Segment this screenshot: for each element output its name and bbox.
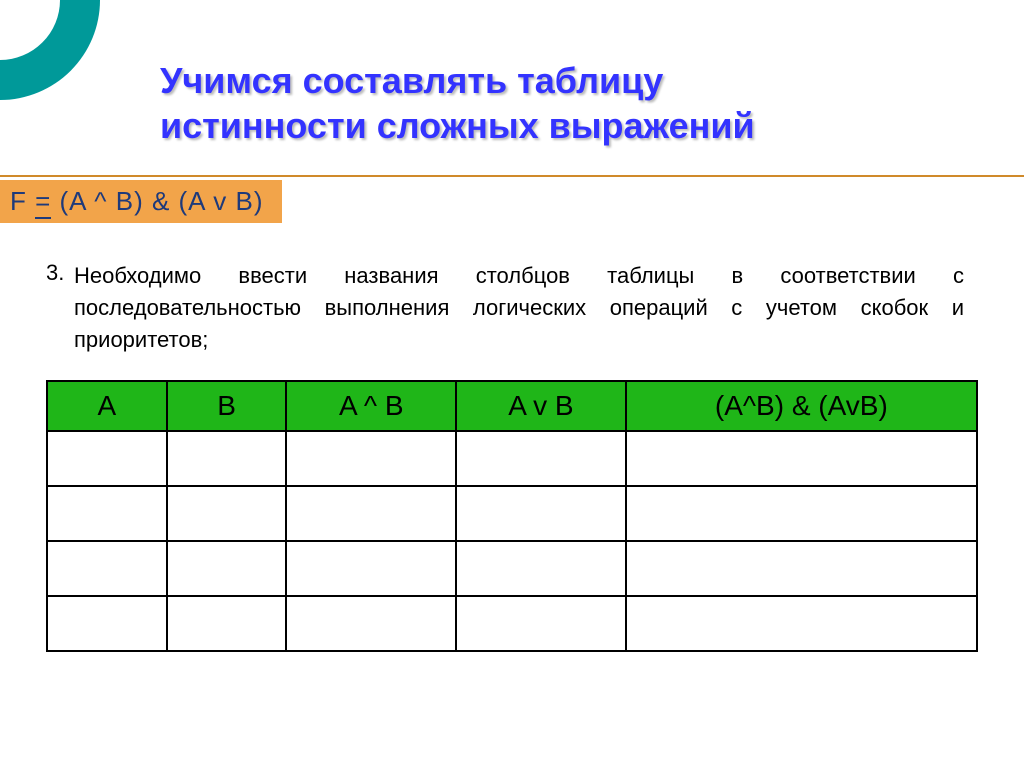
table-body — [47, 431, 977, 651]
cell — [456, 596, 626, 651]
table-row — [47, 596, 977, 651]
cell — [47, 431, 167, 486]
cell — [626, 596, 977, 651]
instruction-number: 3. — [46, 260, 74, 286]
table-row — [47, 486, 977, 541]
instruction-block: 3. Необходимо ввести названия столбцов т… — [46, 260, 964, 356]
table-header-row: A B A ^ B A v B (A^B) & (AvB) — [47, 381, 977, 431]
cell — [286, 596, 456, 651]
title-line-1: Учимся составлять таблицу — [160, 58, 964, 103]
cell — [456, 486, 626, 541]
truth-table: A B A ^ B A v B (A^B) & (AvB) — [46, 380, 978, 652]
formula-highlight: F = (A ^ B) & (A v B) — [0, 180, 282, 223]
cell — [167, 596, 287, 651]
cell — [456, 431, 626, 486]
slide-body: Учимся составлять таблицу истинности сло… — [0, 0, 1024, 768]
cell — [167, 541, 287, 596]
cell — [47, 541, 167, 596]
formula-rhs: (A ^ B) & (A v B) — [51, 186, 263, 216]
col-header-result: (A^B) & (AvB) — [626, 381, 977, 431]
cell — [167, 486, 287, 541]
cell — [626, 541, 977, 596]
cell — [286, 486, 456, 541]
formula-lhs: F — [10, 186, 35, 216]
cell — [167, 431, 287, 486]
cell — [456, 541, 626, 596]
col-header-ab: A ^ B — [286, 381, 456, 431]
cell — [626, 431, 977, 486]
cell — [286, 431, 456, 486]
col-header-b: B — [167, 381, 287, 431]
cell — [286, 541, 456, 596]
col-header-a: A — [47, 381, 167, 431]
cell — [47, 596, 167, 651]
instruction-text: Необходимо ввести названия столбцов табл… — [74, 260, 964, 356]
table-row — [47, 431, 977, 486]
col-header-avb: A v B — [456, 381, 626, 431]
cell — [626, 486, 977, 541]
table-row — [47, 541, 977, 596]
cell — [47, 486, 167, 541]
slide-title: Учимся составлять таблицу истинности сло… — [160, 58, 964, 148]
formula-eq: = — [35, 186, 51, 219]
horizontal-rule — [0, 175, 1024, 177]
title-line-2: истинности сложных выражений — [160, 103, 964, 148]
